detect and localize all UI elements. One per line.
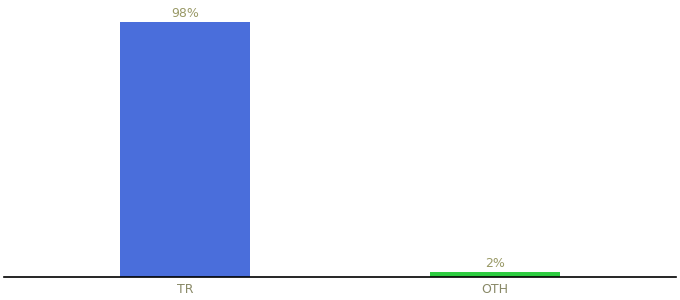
Text: 2%: 2%: [485, 257, 505, 270]
Bar: [120, 22, 250, 277]
Bar: [430, 272, 560, 277]
Text: 98%: 98%: [171, 7, 199, 20]
